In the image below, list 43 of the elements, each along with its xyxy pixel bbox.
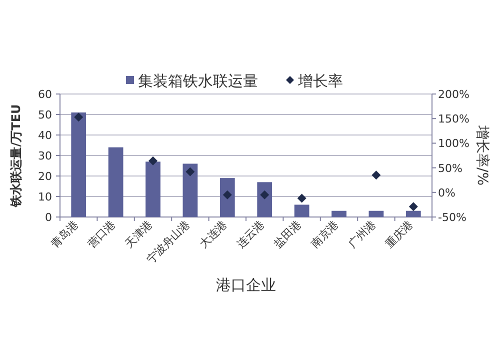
x-tick-label: 天津港 (122, 218, 156, 250)
bar (220, 178, 235, 217)
y-tick-label: 10 (38, 190, 52, 204)
point (222, 190, 232, 200)
y2-tick-label: 100% (438, 137, 470, 150)
y-tick-label: 0 (45, 211, 52, 224)
x-tick-label: 广州港 (346, 218, 378, 250)
y2-tick-label: 200% (438, 88, 470, 101)
point (372, 170, 381, 180)
bar (368, 210, 384, 217)
y2-tick-label: 150% (438, 112, 470, 126)
x-tick-label: 连云港 (234, 218, 267, 250)
y2-tick-label: 50% (438, 162, 462, 175)
point (408, 202, 418, 212)
y-tick-label: 50 (38, 108, 52, 122)
point (297, 194, 306, 203)
x-tick-label: 营口港 (85, 218, 118, 250)
point (74, 112, 84, 122)
bar (182, 164, 198, 217)
bar (108, 147, 124, 217)
bar (71, 112, 86, 217)
y-tick-label: 30 (38, 150, 52, 162)
x-tick-label: 盐田港 (271, 218, 304, 250)
x-tick-label: 重庆港 (382, 218, 416, 250)
legend-label: 增长率 (297, 72, 343, 90)
y-tick-label: 40 (38, 129, 52, 142)
legend-label: 集装箱铁水联运量 (138, 72, 258, 90)
x-tick-label: 南京港 (308, 218, 342, 250)
bar (294, 204, 310, 217)
x-tick-label: 大连港 (196, 218, 230, 250)
point (148, 156, 158, 166)
y2-tick-label: 0% (438, 186, 456, 200)
y-tick-label: 20 (38, 170, 52, 183)
y2-tick-label: -50% (438, 211, 466, 224)
bar (146, 162, 160, 217)
bar (332, 210, 346, 217)
bar (406, 210, 421, 217)
bar (257, 182, 272, 217)
y-tick-label: 60 (38, 88, 52, 101)
y2-axis-title: 增长率/% (474, 124, 490, 186)
point (186, 167, 195, 176)
x-axis-title: 港口企业 (216, 276, 276, 294)
y-axis-title: 铁水联运量/万TEU (9, 104, 23, 208)
